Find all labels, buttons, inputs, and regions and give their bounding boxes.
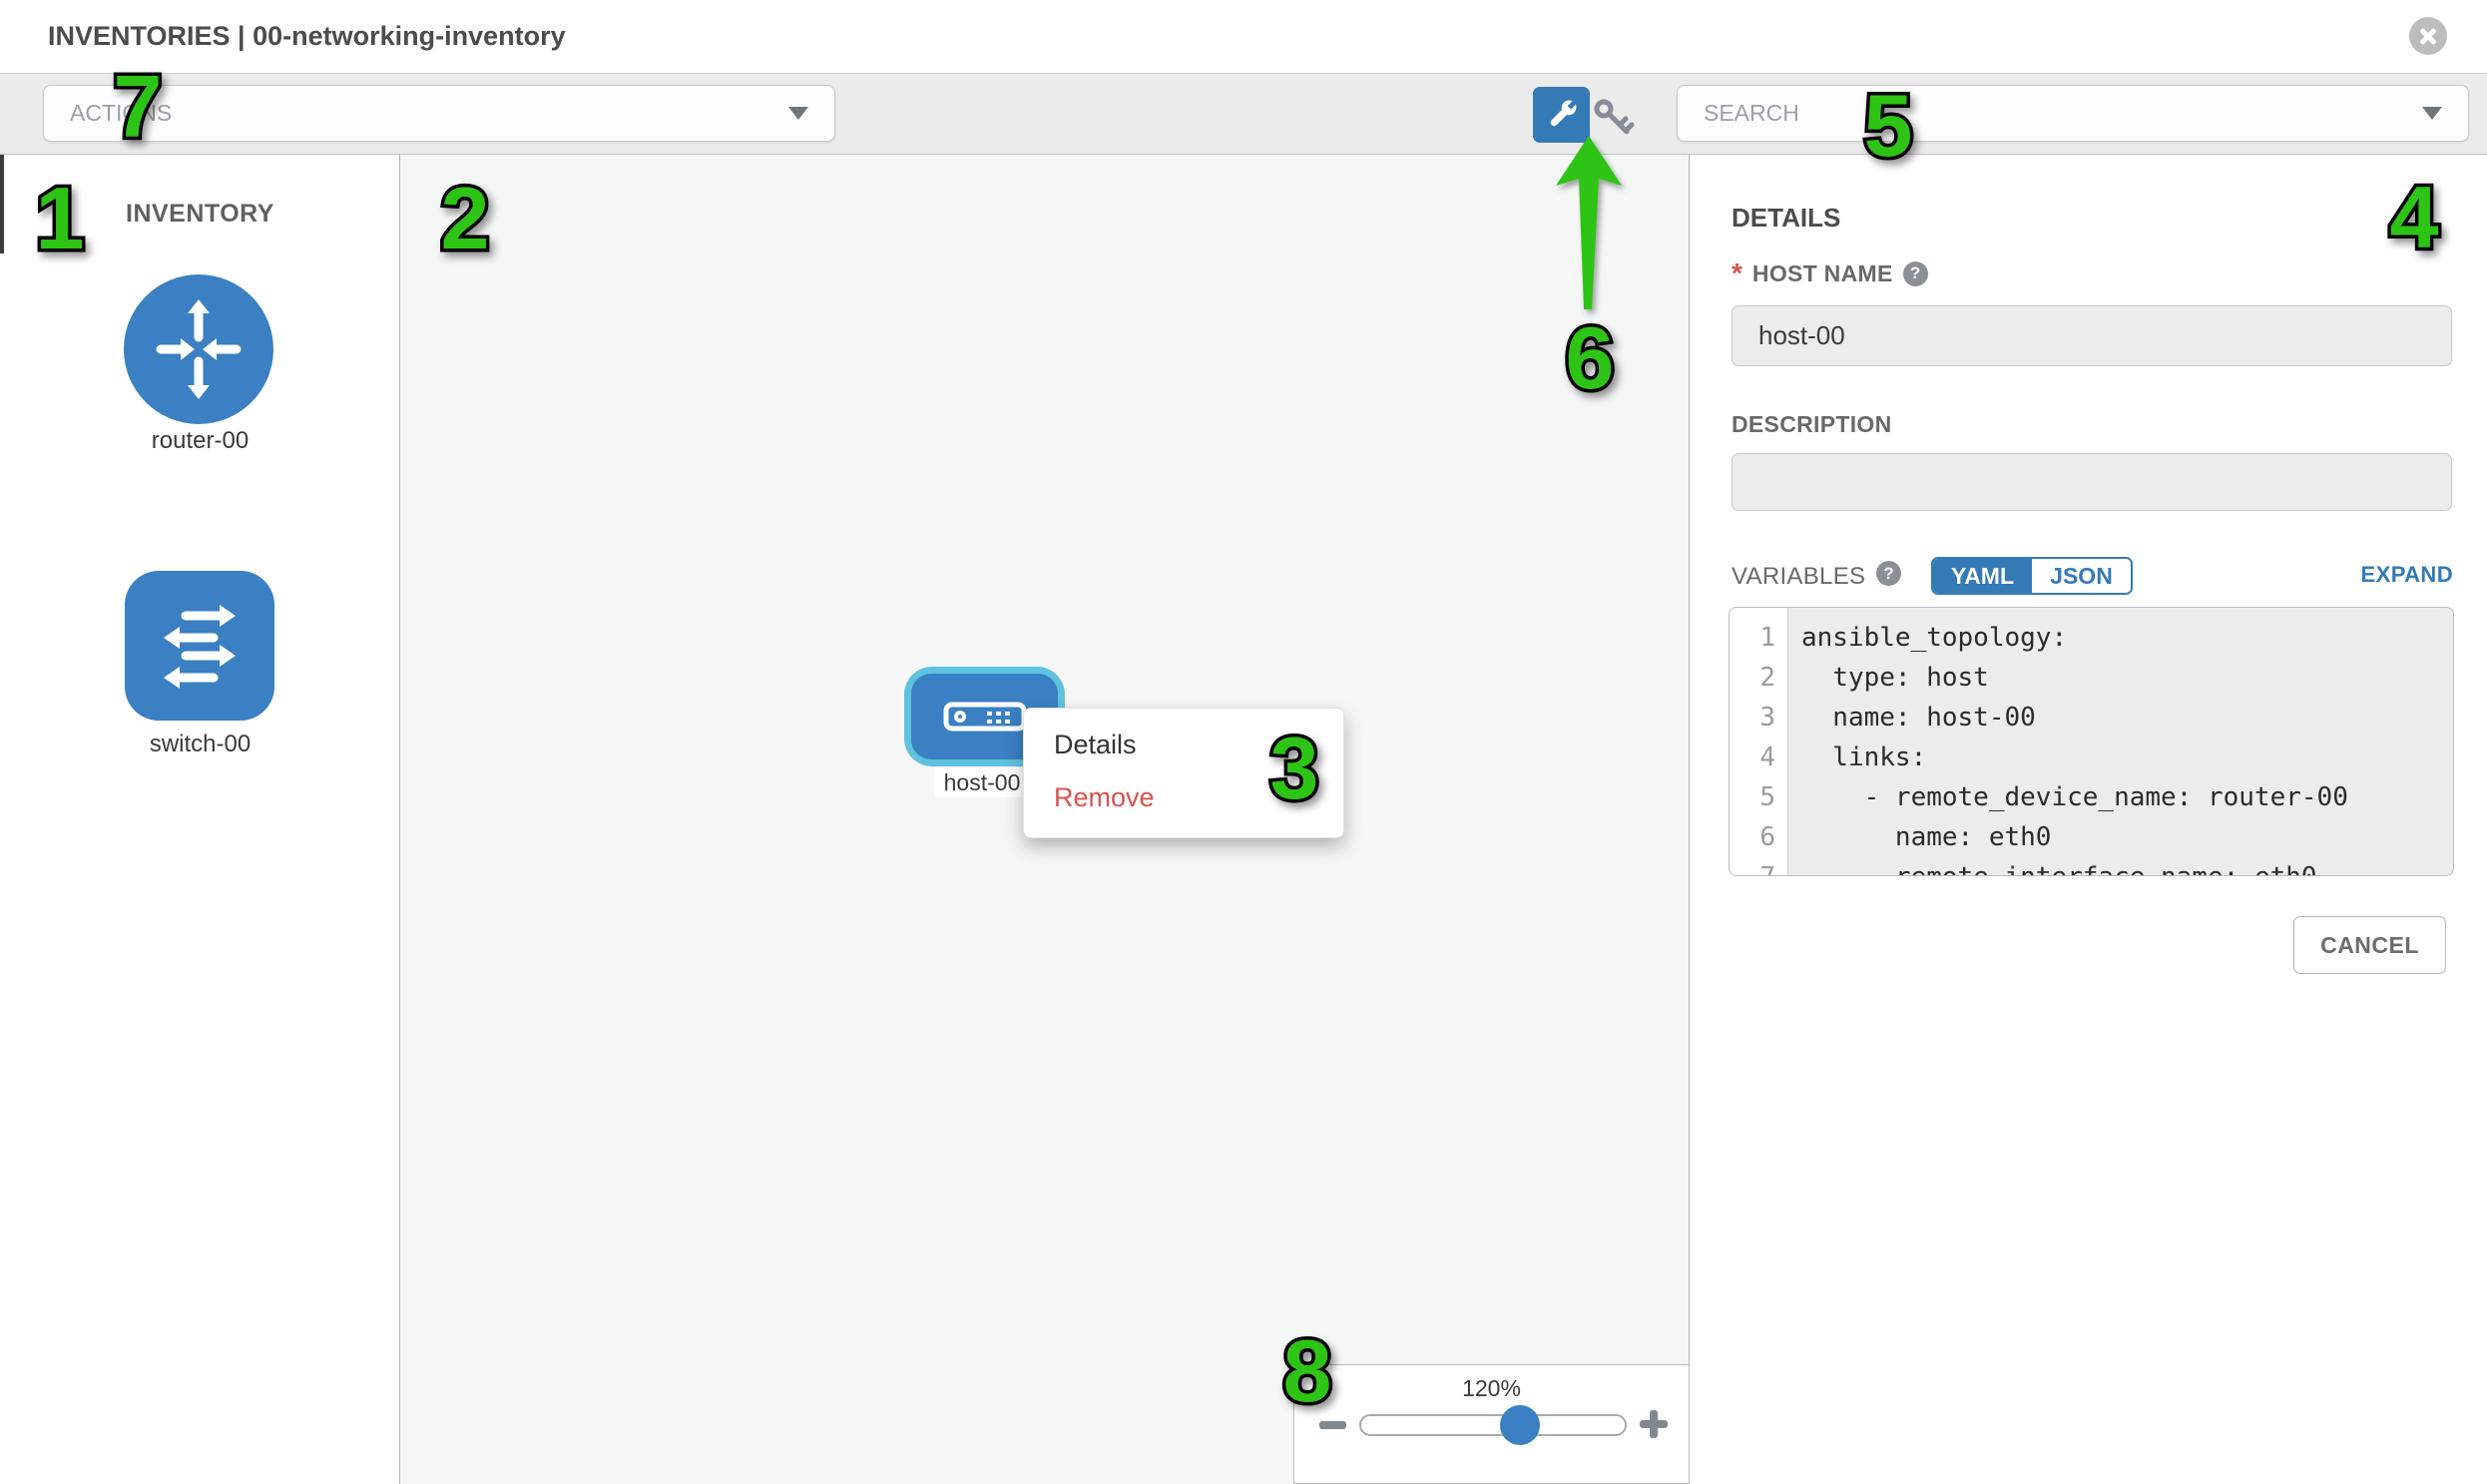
close-icon[interactable] — [2409, 17, 2447, 55]
code-line: 3 name: host-00 — [1730, 698, 2453, 738]
page-title: INVENTORIES | 00-networking-inventory — [48, 21, 566, 51]
line-text: name: eth0 — [1801, 822, 2052, 852]
host-icon — [943, 702, 1026, 732]
annotation-4: 4 — [2386, 165, 2442, 270]
line-number: 6 — [1759, 822, 1775, 852]
line-number: 4 — [1759, 742, 1775, 772]
annotation-3: 3 — [1266, 716, 1322, 821]
wrench-button[interactable] — [1533, 87, 1590, 143]
line-text: ansible_topology: — [1801, 623, 2068, 653]
code-line: 6 name: eth0 — [1730, 817, 2453, 857]
switch-icon — [164, 605, 236, 689]
code-line: 4 links: — [1730, 738, 2453, 777]
line-text: name: host-00 — [1801, 703, 2036, 733]
switch-label: switch-00 — [149, 731, 251, 757]
router-icon — [156, 299, 242, 399]
code-line: 2 type: host — [1730, 658, 2453, 698]
wrench-icon — [1550, 100, 1576, 127]
line-text: - remote_device_name: router-00 — [1801, 782, 2348, 812]
description-input[interactable] — [1732, 453, 2452, 511]
code-line: 5 - remote_device_name: router-00 — [1730, 777, 2453, 817]
line-number: 1 — [1759, 623, 1775, 653]
sidebar-title: INVENTORY — [126, 200, 274, 228]
sidebar-item-router[interactable] — [124, 274, 273, 424]
context-menu-item-remove[interactable]: Remove — [1054, 782, 1155, 812]
router-label: router-00 — [151, 427, 249, 454]
host-node-label: host-00 — [934, 767, 1030, 797]
annotation-7: 7 — [110, 54, 166, 160]
code-line: 1 ansible_topology: — [1730, 618, 2453, 658]
line-number: 5 — [1759, 782, 1775, 812]
tab-json[interactable]: JSON — [2032, 559, 2131, 593]
chevron-down-icon — [2422, 107, 2442, 120]
zoom-level-value: 120% — [1462, 1375, 1521, 1401]
variables-format-toggle: YAML JSON — [1931, 557, 2133, 595]
line-text: remote_interface_name: eth0 — [1787, 857, 2317, 875]
host-name-label-row: * HOST NAME ? — [1732, 259, 1928, 287]
required-asterisk: * — [1732, 257, 1742, 288]
zoom-slider-handle[interactable] — [1500, 1405, 1540, 1445]
search-dropdown-label: SEARCH — [1704, 100, 1799, 126]
description-label: DESCRIPTION — [1732, 411, 1892, 437]
search-dropdown[interactable]: SEARCH — [1677, 85, 2469, 142]
annotation-6: 6 — [1562, 305, 1618, 411]
line-number: 7 — [1730, 857, 1787, 875]
host-name-label: HOST NAME — [1751, 259, 1893, 286]
actions-dropdown-label: ACTIONS — [70, 100, 173, 126]
scrollbar-thumb[interactable] — [0, 155, 4, 253]
variables-label: VARIABLES — [1732, 563, 1866, 590]
details-panel-title: DETAILS — [1732, 203, 1841, 233]
description-label-row: DESCRIPTION — [1732, 411, 1891, 438]
question-circle-icon[interactable]: ? — [1876, 561, 1901, 586]
host-name-input[interactable] — [1732, 305, 2452, 366]
annotation-5: 5 — [1860, 73, 1916, 179]
key-icon — [1594, 99, 1635, 135]
zoom-in-button[interactable] — [1640, 1410, 1668, 1438]
zoom-out-button[interactable] — [1319, 1421, 1346, 1429]
expand-link[interactable]: EXPAND — [2360, 562, 2453, 587]
sidebar-item-switch[interactable] — [125, 571, 274, 721]
annotation-8: 8 — [1279, 1318, 1335, 1424]
cancel-button[interactable]: CANCEL — [2293, 916, 2446, 974]
header-bar: INVENTORIES | 00-networking-inventory — [0, 0, 2487, 73]
annotation-2: 2 — [437, 166, 493, 271]
code-line: 7 remote_interface_name: eth0 — [1730, 857, 2453, 875]
question-circle-icon[interactable]: ? — [1902, 260, 1928, 286]
line-text: links: — [1801, 742, 1927, 772]
line-text: type: host — [1801, 663, 1989, 693]
line-number: 2 — [1759, 663, 1775, 693]
key-button[interactable] — [1591, 96, 1639, 140]
annotation-arrow-icon — [1556, 136, 1622, 309]
line-number: 3 — [1759, 703, 1775, 733]
zoom-slider-track[interactable] — [1359, 1414, 1627, 1436]
chevron-down-icon — [788, 107, 808, 120]
tab-yaml[interactable]: YAML — [1933, 559, 2032, 593]
variables-row: VARIABLES ? YAML JSON EXPAND — [1732, 557, 2453, 597]
context-menu-item-details[interactable]: Details — [1054, 730, 1137, 759]
node-context-menu: Details Remove — [1023, 708, 1344, 838]
annotation-1: 1 — [32, 166, 88, 271]
actions-dropdown[interactable]: ACTIONS — [43, 85, 835, 142]
variables-code-editor[interactable]: 1 ansible_topology: 2 type: host 3 name:… — [1729, 607, 2454, 876]
